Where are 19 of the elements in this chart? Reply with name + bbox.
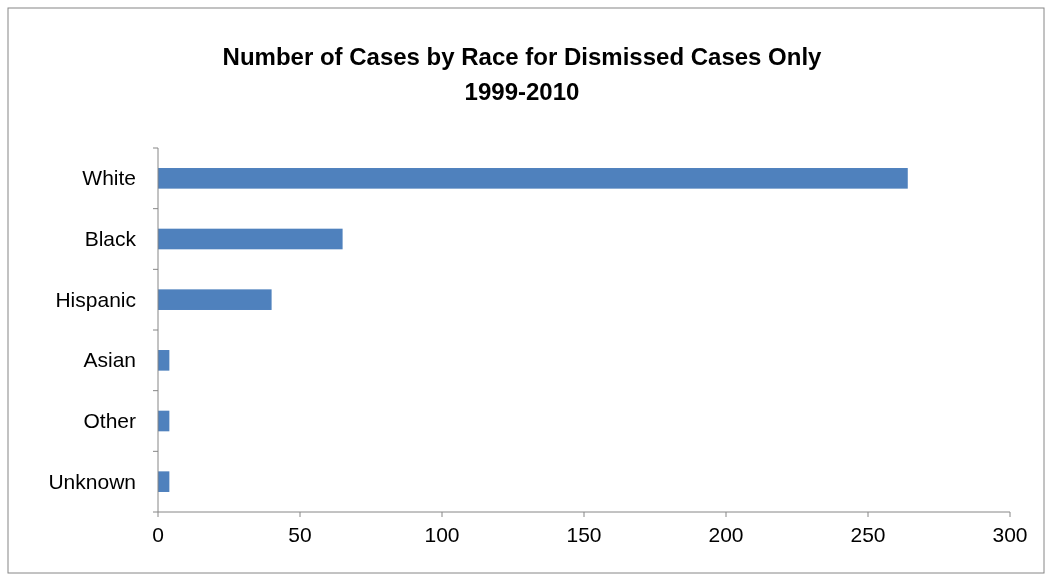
bar [158,289,272,310]
x-tick-label: 100 [424,523,460,546]
bar [158,350,170,371]
y-tick-label: Asian [83,348,136,372]
x-tick-label: 0 [152,523,164,546]
y-tick-label: Unknown [48,469,136,493]
y-tick-label: White [82,166,136,190]
y-tick-label: Other [83,409,136,432]
x-tick-label: 250 [850,523,886,546]
y-tick-label: Hispanic [55,287,136,311]
bar [158,471,170,492]
x-tick-label: 200 [708,523,744,546]
x-tick-label: 300 [992,523,1028,546]
bar [158,168,908,189]
x-tick-label: 50 [288,523,312,546]
x-tick-label: 150 [566,523,602,546]
y-tick-label: Black [84,227,137,250]
bar [158,228,343,250]
chart-title: Number of Cases by Race for Dismissed Cases Only 1999-2010 [222,43,823,105]
